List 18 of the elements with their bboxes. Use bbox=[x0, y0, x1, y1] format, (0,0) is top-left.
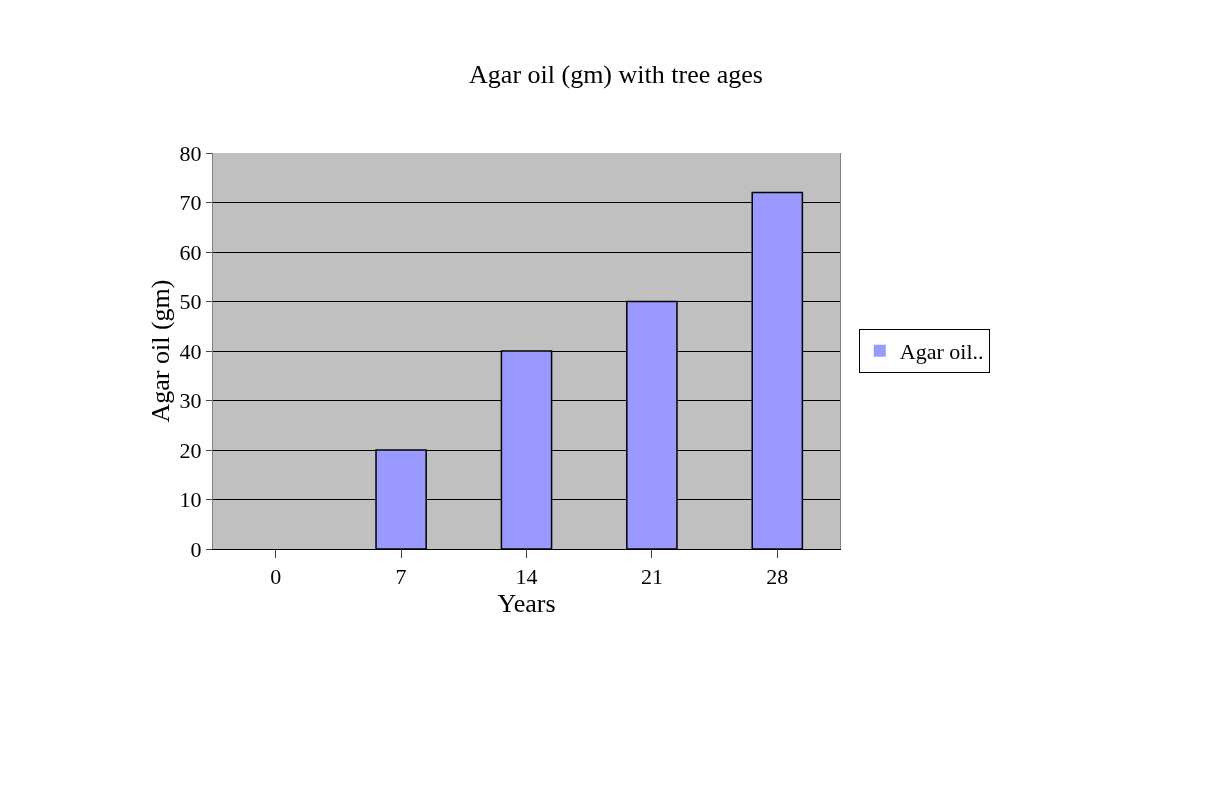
y-tick-label: 40 bbox=[179, 338, 202, 364]
x-tick-label: 28 bbox=[766, 564, 789, 590]
legend-label: Agar oil.. bbox=[899, 339, 984, 365]
x-tick-label: 14 bbox=[515, 564, 538, 590]
y-tick-label: 60 bbox=[179, 239, 202, 265]
chart-title: Agar oil (gm) with tree ages bbox=[469, 59, 763, 89]
y-tick-label: 0 bbox=[190, 536, 202, 562]
x-tick-label: 7 bbox=[395, 564, 407, 590]
y-tick-label: 20 bbox=[179, 437, 202, 463]
y-axis-title: Agar oil (gm) bbox=[146, 279, 175, 423]
y-tick-label: 80 bbox=[179, 140, 202, 166]
y-tick-label: 50 bbox=[179, 289, 202, 315]
y-tick-label: 10 bbox=[179, 487, 202, 513]
x-tick-label: 21 bbox=[640, 564, 663, 590]
x-axis-title: Years bbox=[497, 589, 556, 619]
y-tick-label: 30 bbox=[179, 388, 202, 414]
y-tick-label: 70 bbox=[179, 190, 202, 216]
x-tick-label: 0 bbox=[270, 564, 282, 590]
